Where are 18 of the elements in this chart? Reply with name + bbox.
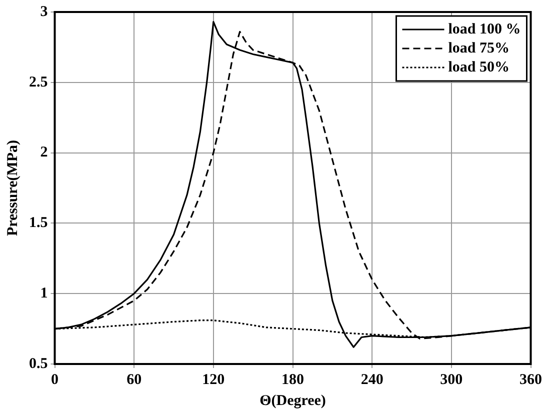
y-tick-label: 2 <box>40 144 48 161</box>
x-tick-label: 180 <box>282 372 304 388</box>
y-tick-label: 1.5 <box>29 215 48 232</box>
legend-label: load 75% <box>448 40 510 56</box>
y-tick-label: 0.5 <box>29 356 48 372</box>
x-tick-label: 360 <box>520 372 542 388</box>
y-tick-label: 2.5 <box>29 74 48 90</box>
x-tick-label: 240 <box>360 372 384 388</box>
x-axis-title: Θ(Degree) <box>260 392 326 409</box>
legend-label: load 50% <box>448 59 510 76</box>
y-tick-label: 1 <box>40 285 48 302</box>
x-tick-label: 120 <box>202 372 225 388</box>
x-tick-label: 60 <box>126 372 142 388</box>
legend-label: load 100 % <box>448 21 521 38</box>
x-tick-label: 300 <box>440 372 463 388</box>
y-tick-label: 3 <box>40 4 48 20</box>
y-axis-title: Pressure(MPa) <box>4 140 21 236</box>
x-tick-label: 0 <box>51 372 58 388</box>
